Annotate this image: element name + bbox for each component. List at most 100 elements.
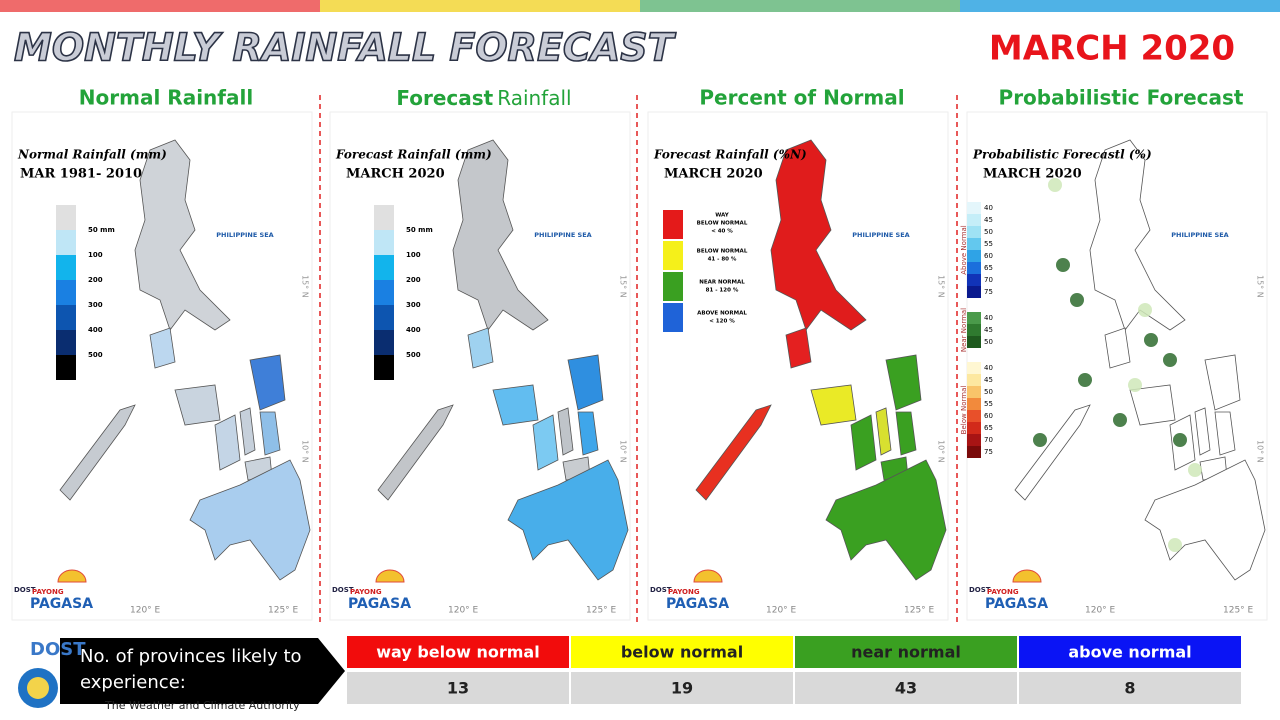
table-value: 19 xyxy=(671,679,693,698)
legend-label: 45 xyxy=(984,326,993,334)
island xyxy=(492,384,539,426)
island xyxy=(1014,404,1091,501)
period: MARCH 2020 xyxy=(989,29,1235,69)
legend-label: WAY xyxy=(715,213,730,219)
legend-label: 81 - 120 % xyxy=(706,288,739,294)
legend-label: 50 mm xyxy=(406,226,433,234)
legend-swatch xyxy=(663,210,683,239)
island xyxy=(467,327,494,369)
legend-swatch xyxy=(967,362,981,374)
island xyxy=(452,139,549,331)
legend-swatch xyxy=(967,336,981,348)
island xyxy=(850,414,877,471)
legend-label: 40 xyxy=(984,364,993,372)
heading-text: Rainfall xyxy=(497,86,571,110)
lat-label: 15° N xyxy=(619,275,628,298)
legend-label: 400 xyxy=(88,326,103,334)
map-subtitle: MARCH 2020 xyxy=(983,167,1082,182)
legend-label: 40 xyxy=(984,204,993,212)
island xyxy=(1204,354,1241,411)
legend-label: 50 xyxy=(984,388,993,396)
island xyxy=(885,354,922,411)
legend-swatch xyxy=(967,238,981,250)
island xyxy=(825,459,947,581)
legend-swatch xyxy=(967,250,981,262)
legend-label: 200 xyxy=(88,276,103,284)
island xyxy=(149,327,176,369)
island xyxy=(785,327,812,369)
island xyxy=(1104,327,1131,369)
map-title: Probabilistic Forecastl (%) xyxy=(972,148,1152,162)
prob-dot xyxy=(1168,538,1182,552)
legend-label: 55 xyxy=(984,240,993,248)
lon-label: 120° E xyxy=(130,606,161,616)
logo-agency: DOST xyxy=(332,586,354,594)
sea-label: PHILIPPINE SEA xyxy=(534,231,591,239)
legend-label: 100 xyxy=(88,251,103,259)
legend-swatch xyxy=(663,272,683,301)
table-header: above normal xyxy=(1068,643,1191,662)
lon-label: 120° E xyxy=(448,606,479,616)
legend-swatch xyxy=(967,312,981,324)
island xyxy=(895,411,917,456)
prob-dot xyxy=(1128,378,1142,392)
sea-label: PHILIPPINE SEA xyxy=(852,231,909,239)
panel-heading: Percent of Normal xyxy=(699,86,904,110)
lon-label: 125° E xyxy=(1223,606,1254,616)
island xyxy=(1089,139,1186,331)
legend-label: 500 xyxy=(406,351,421,359)
logo-program: PAYONG xyxy=(32,588,64,596)
legend-swatch xyxy=(967,324,981,336)
island xyxy=(770,139,867,331)
table-header-cell xyxy=(347,636,569,668)
legend-group: Above Normal xyxy=(960,225,968,275)
legend-swatch xyxy=(56,280,76,305)
prob-dot xyxy=(1163,353,1177,367)
table-header-cell xyxy=(795,636,1017,668)
legend-swatch xyxy=(56,255,76,280)
table-value: 8 xyxy=(1124,679,1135,698)
map-subtitle: MARCH 2020 xyxy=(664,167,763,182)
logo-name: PAGASA xyxy=(30,596,93,612)
logo-program: PAYONG xyxy=(668,588,700,596)
stripe xyxy=(960,0,1280,12)
legend-swatch xyxy=(967,214,981,226)
logo-umbrella xyxy=(375,569,405,583)
legend-label: 65 xyxy=(984,424,993,432)
panel-heading: Probabilistic Forecast xyxy=(999,86,1244,110)
lon-label: 125° E xyxy=(268,606,299,616)
legend-label: 50 xyxy=(984,228,993,236)
legend-label: 60 xyxy=(984,412,993,420)
footer-agency: DOST xyxy=(30,639,86,660)
lat-label: 10° N xyxy=(619,440,628,463)
island xyxy=(695,404,772,501)
legend-swatch xyxy=(967,274,981,286)
panel-heading: Normal Rainfall xyxy=(79,86,253,110)
logo-name: PAGASA xyxy=(348,596,411,612)
legend-swatch xyxy=(374,205,394,230)
legend-label: 400 xyxy=(406,326,421,334)
table-cell xyxy=(1019,672,1241,704)
legend-swatch xyxy=(967,434,981,446)
lon-label: 120° E xyxy=(1085,606,1116,616)
logo-umbrella xyxy=(693,569,723,583)
legend-swatch xyxy=(663,241,683,270)
legend-swatch xyxy=(967,202,981,214)
lon-label: 125° E xyxy=(904,606,935,616)
logo-umbrella xyxy=(57,569,87,583)
legend-swatch xyxy=(374,230,394,255)
legend-label: 40 xyxy=(984,314,993,322)
island xyxy=(1129,384,1176,426)
stripe xyxy=(0,0,320,12)
legend-label: BELOW NORMAL xyxy=(697,221,748,227)
island xyxy=(214,414,241,471)
lat-label: 10° N xyxy=(937,440,946,463)
legend-swatch xyxy=(374,355,394,380)
island xyxy=(189,459,311,581)
island xyxy=(1214,411,1236,456)
legend-label: BELOW NORMAL xyxy=(697,249,748,255)
island xyxy=(577,411,599,456)
logo-name: PAGASA xyxy=(985,596,1048,612)
logo-agency: DOST xyxy=(650,586,672,594)
